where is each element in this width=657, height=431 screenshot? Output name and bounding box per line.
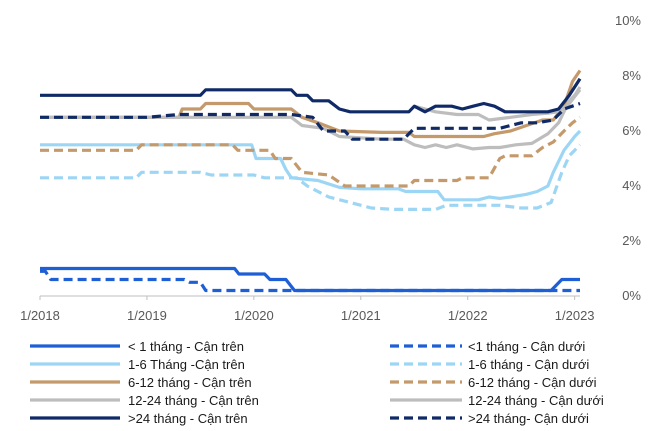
legend-label-5: 6-12 tháng - Cận dưới <box>468 375 597 390</box>
series-line-4 <box>40 69 582 139</box>
x-tick-label: 1/2018 <box>20 308 60 323</box>
legend-label-2: 1-6 Tháng -Cận trên <box>128 357 245 372</box>
y-axis-ticks: 0% 2% 4% 6% 8% 10% <box>615 13 641 303</box>
legend-label-4: 6-12 tháng - Cận trên <box>128 375 252 390</box>
x-tick-label: 1/2019 <box>127 308 167 323</box>
x-axis-ticks: 1/2018 1/2019 1/2020 1/2021 1/2022 1/2023 <box>20 296 595 323</box>
legend-label-3: 1-6 tháng - Cận dưới <box>468 357 589 372</box>
x-tick-label: 1/2022 <box>448 308 488 323</box>
y-tick-label: 8% <box>622 68 641 83</box>
legend-label-7: 12-24 tháng - Cận dưới <box>468 393 604 408</box>
series-lines <box>40 69 582 293</box>
legend: < 1 tháng - Cận trên <1 tháng - Cận dưới 1… <box>30 339 604 426</box>
series-line-1 <box>40 269 580 293</box>
series-line-3 <box>40 143 582 211</box>
x-tick-label: 1/2021 <box>341 308 381 323</box>
series-line-2 <box>40 129 582 202</box>
series-line-0 <box>40 266 580 293</box>
x-tick-label: 1/2023 <box>555 308 595 323</box>
series-line-6 <box>40 86 582 151</box>
y-tick-label: 0% <box>622 288 641 303</box>
series-line-9 <box>40 101 581 141</box>
y-tick-label: 6% <box>622 123 641 138</box>
legend-label-8: >24 tháng - Cận trên <box>128 411 248 426</box>
y-tick-label: 10% <box>615 13 641 28</box>
y-tick-label: 4% <box>622 178 641 193</box>
legend-label-6: 12-24 tháng - Cận trên <box>128 393 259 408</box>
legend-label-0: < 1 tháng - Cận trên <box>128 339 244 354</box>
legend-label-9: >24 tháng- Cận dưới <box>468 411 589 426</box>
legend-label-1: <1 tháng - Cận dưới <box>468 339 585 354</box>
series-line-8 <box>40 77 582 114</box>
y-tick-label: 2% <box>622 233 641 248</box>
series-line-7 <box>413 88 582 122</box>
x-tick-label: 1/2020 <box>234 308 274 323</box>
series-line-5 <box>40 116 581 188</box>
